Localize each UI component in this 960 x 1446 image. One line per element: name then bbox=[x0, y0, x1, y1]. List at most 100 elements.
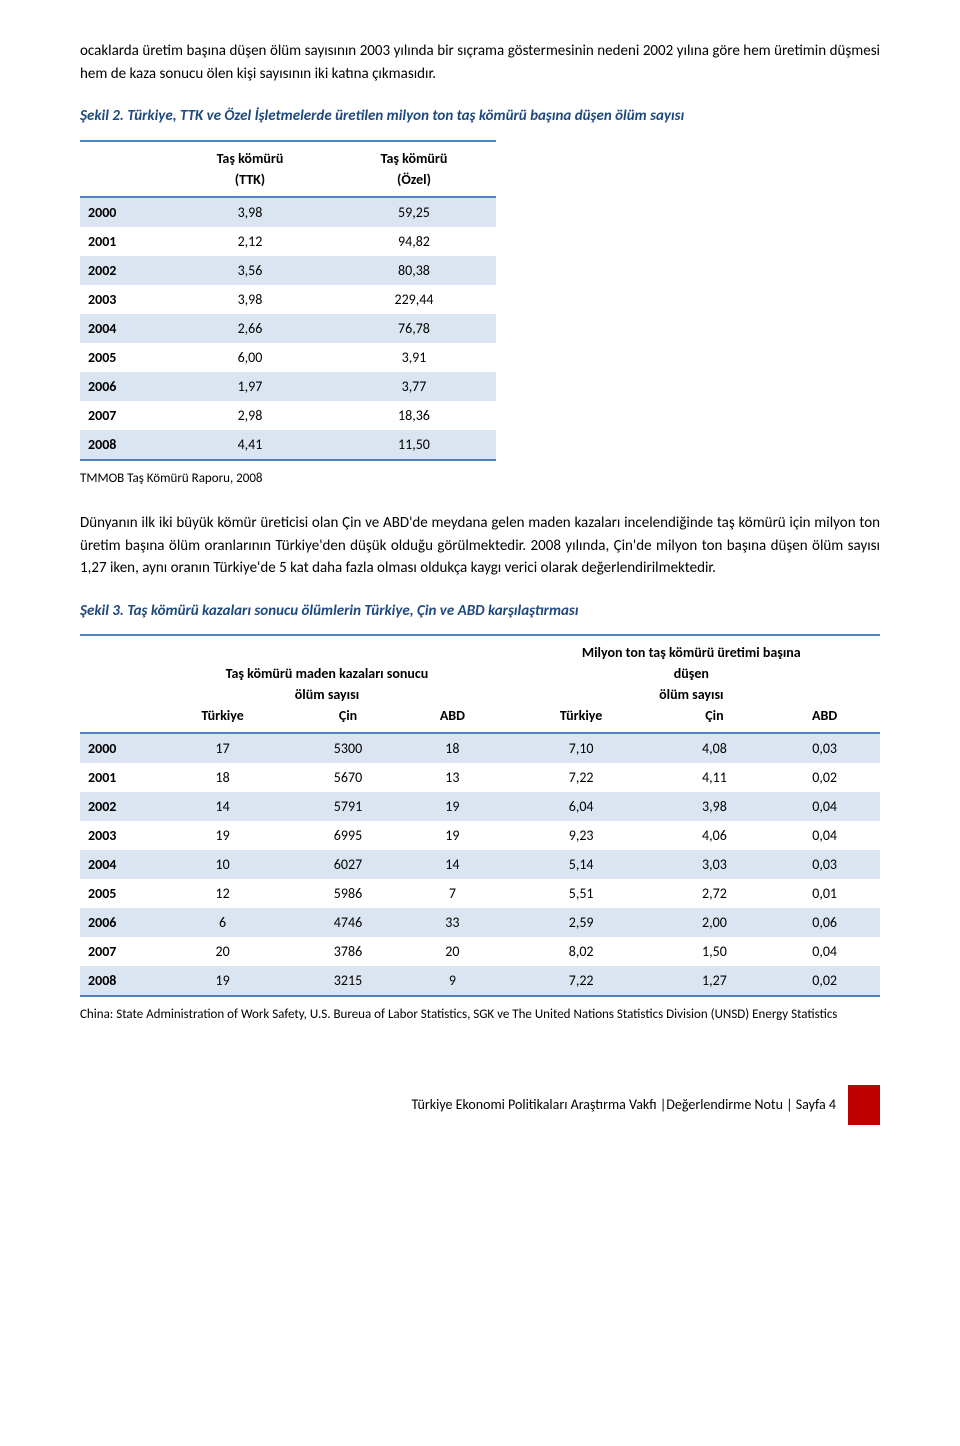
table2-year-col bbox=[80, 635, 151, 705]
figure3-title: Taş kömürü kazaları sonucu ölümlerin Tür… bbox=[124, 602, 579, 620]
table2-sub-5: ABD bbox=[769, 705, 880, 733]
table2-empty-subhead bbox=[80, 705, 151, 733]
value-cell: 2,00 bbox=[660, 908, 770, 937]
value-cell: 5,14 bbox=[503, 850, 660, 879]
table1-source: TMMOB Taş Kömürü Raporu, 2008 bbox=[80, 469, 880, 489]
table-row: 20012,1294,82 bbox=[80, 227, 496, 256]
table-row: 20061,973,77 bbox=[80, 372, 496, 401]
value-cell: 3,98 bbox=[660, 792, 770, 821]
value-cell: 2,98 bbox=[168, 401, 332, 430]
year-cell: 2008 bbox=[80, 966, 151, 996]
value-cell: 4,11 bbox=[660, 763, 770, 792]
table2-source: China: State Administration of Work Safe… bbox=[80, 1005, 880, 1025]
table-row: 2007203786208,021,500,04 bbox=[80, 937, 880, 966]
value-cell: 19 bbox=[402, 792, 502, 821]
page-footer: Türkiye Ekonomi Politikaları Araştırma V… bbox=[80, 1085, 880, 1125]
value-cell: 9 bbox=[402, 966, 502, 996]
value-cell: 3215 bbox=[294, 966, 402, 996]
value-cell: 6,04 bbox=[503, 792, 660, 821]
year-cell: 2004 bbox=[80, 850, 151, 879]
value-cell: 3,56 bbox=[168, 256, 332, 285]
table-row: 2000175300187,104,080,03 bbox=[80, 733, 880, 763]
year-cell: 2002 bbox=[80, 792, 151, 821]
value-cell: 5791 bbox=[294, 792, 402, 821]
table-row: 20003,9859,25 bbox=[80, 197, 496, 227]
value-cell: 76,78 bbox=[332, 314, 496, 343]
value-cell: 3,98 bbox=[168, 285, 332, 314]
value-cell: 14 bbox=[151, 792, 294, 821]
value-cell: 20 bbox=[151, 937, 294, 966]
value-cell: 2,66 bbox=[168, 314, 332, 343]
figure2-label: Şekil 2. bbox=[80, 107, 124, 125]
value-cell: 94,82 bbox=[332, 227, 496, 256]
table-row: 20084,4111,50 bbox=[80, 430, 496, 460]
value-cell: 0,01 bbox=[769, 879, 880, 908]
mid-paragraph: Dünyanın ilk iki büyük kömür üreticisi o… bbox=[80, 512, 880, 580]
year-cell: 2008 bbox=[80, 430, 168, 460]
table2-sub-4: Çin bbox=[660, 705, 770, 733]
value-cell: 0,04 bbox=[769, 937, 880, 966]
year-cell: 2005 bbox=[80, 343, 168, 372]
table-row: 200512598675,512,720,01 bbox=[80, 879, 880, 908]
figure3-caption: Şekil 3. Taş kömürü kazaları sonucu ölüm… bbox=[80, 600, 880, 623]
value-cell: 4746 bbox=[294, 908, 402, 937]
year-cell: 2007 bbox=[80, 401, 168, 430]
value-cell: 19 bbox=[402, 821, 502, 850]
value-cell: 0,03 bbox=[769, 733, 880, 763]
year-cell: 2001 bbox=[80, 763, 151, 792]
value-cell: 6,00 bbox=[168, 343, 332, 372]
value-cell: 80,38 bbox=[332, 256, 496, 285]
figure2-caption: Şekil 2. Türkiye, TTK ve Özel İşletmeler… bbox=[80, 105, 880, 128]
value-cell: 7,22 bbox=[503, 763, 660, 792]
table-row: 200664746332,592,000,06 bbox=[80, 908, 880, 937]
value-cell: 3786 bbox=[294, 937, 402, 966]
value-cell: 5300 bbox=[294, 733, 402, 763]
value-cell: 6027 bbox=[294, 850, 402, 879]
value-cell: 8,02 bbox=[503, 937, 660, 966]
year-cell: 2003 bbox=[80, 285, 168, 314]
value-cell: 4,08 bbox=[660, 733, 770, 763]
table2-group1: Taş kömürü maden kazaları sonucu ölüm sa… bbox=[151, 635, 502, 705]
value-cell: 10 bbox=[151, 850, 294, 879]
value-cell: 1,27 bbox=[660, 966, 770, 996]
table-row: 2003196995199,234,060,04 bbox=[80, 821, 880, 850]
value-cell: 0,06 bbox=[769, 908, 880, 937]
value-cell: 3,91 bbox=[332, 343, 496, 372]
table-row: 20072,9818,36 bbox=[80, 401, 496, 430]
table-row: 2002145791196,043,980,04 bbox=[80, 792, 880, 821]
value-cell: 18 bbox=[151, 763, 294, 792]
table1-header-ttk: Taş kömürü (TTK) bbox=[168, 141, 332, 197]
value-cell: 7,10 bbox=[503, 733, 660, 763]
table-2: Taş kömürü maden kazaları sonucu ölüm sa… bbox=[80, 634, 880, 997]
figure2-title: Türkiye, TTK ve Özel İşletmelerde üretil… bbox=[124, 107, 684, 125]
value-cell: 18 bbox=[402, 733, 502, 763]
value-cell: 1,97 bbox=[168, 372, 332, 401]
year-cell: 2007 bbox=[80, 937, 151, 966]
value-cell: 0,03 bbox=[769, 850, 880, 879]
table-row: 20042,6676,78 bbox=[80, 314, 496, 343]
value-cell: 5670 bbox=[294, 763, 402, 792]
value-cell: 2,72 bbox=[660, 879, 770, 908]
value-cell: 5,51 bbox=[503, 879, 660, 908]
value-cell: 2,59 bbox=[503, 908, 660, 937]
value-cell: 0,04 bbox=[769, 792, 880, 821]
value-cell: 9,23 bbox=[503, 821, 660, 850]
intro-paragraph: ocaklarda üretim başına düşen ölüm sayıs… bbox=[80, 40, 880, 85]
value-cell: 14 bbox=[402, 850, 502, 879]
table-row: 20056,003,91 bbox=[80, 343, 496, 372]
value-cell: 19 bbox=[151, 821, 294, 850]
value-cell: 33 bbox=[402, 908, 502, 937]
table2-sub-1: Çin bbox=[294, 705, 402, 733]
table2-sub-0: Türkiye bbox=[151, 705, 294, 733]
value-cell: 19 bbox=[151, 966, 294, 996]
value-cell: 0,02 bbox=[769, 763, 880, 792]
year-cell: 2002 bbox=[80, 256, 168, 285]
value-cell: 3,98 bbox=[168, 197, 332, 227]
value-cell: 4,06 bbox=[660, 821, 770, 850]
value-cell: 1,50 bbox=[660, 937, 770, 966]
table2-group2: Milyon ton taş kömürü üretimi başına düş… bbox=[503, 635, 880, 705]
table-row: 2001185670137,224,110,02 bbox=[80, 763, 880, 792]
footer-text: Türkiye Ekonomi Politikaları Araştırma V… bbox=[412, 1096, 836, 1113]
value-cell: 18,36 bbox=[332, 401, 496, 430]
figure3-label: Şekil 3. bbox=[80, 602, 124, 620]
